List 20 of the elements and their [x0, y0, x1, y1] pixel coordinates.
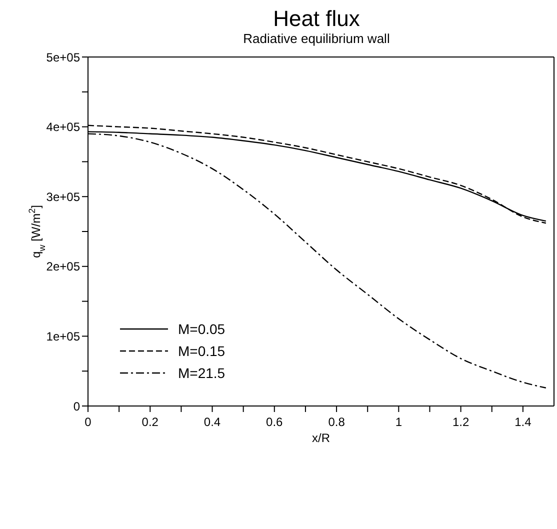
- x-tick-label: 0.8: [328, 415, 346, 429]
- x-tick-label: 1: [395, 415, 402, 429]
- legend-label: M=0.15: [178, 343, 226, 359]
- y-tick-label: 2e+05: [46, 260, 80, 274]
- legend-label: M=0.05: [178, 321, 226, 337]
- x-tick-label: 0: [84, 415, 92, 429]
- y-tick-label: 4e+05: [46, 120, 80, 134]
- x-tick-label: 1.4: [514, 415, 532, 429]
- chart-subtitle: Radiative equilibrium wall: [242, 30, 391, 48]
- chart-title: Heat flux: [272, 6, 361, 31]
- legend-label: M=21.5: [178, 365, 226, 381]
- x-tick-label: 1.2: [452, 415, 470, 429]
- x-axis-title: x/R: [312, 431, 330, 445]
- x-tick-label: 0.4: [204, 415, 221, 429]
- y-tick-label: 1e+05: [46, 329, 80, 344]
- x-tick-label: 0.2: [142, 415, 159, 429]
- y-tick-label: 0: [73, 399, 80, 414]
- y-tick-label: 3e+05: [46, 190, 80, 204]
- x-tick-label: 0.6: [266, 415, 284, 429]
- y-tick-label: 5e+05: [46, 50, 80, 64]
